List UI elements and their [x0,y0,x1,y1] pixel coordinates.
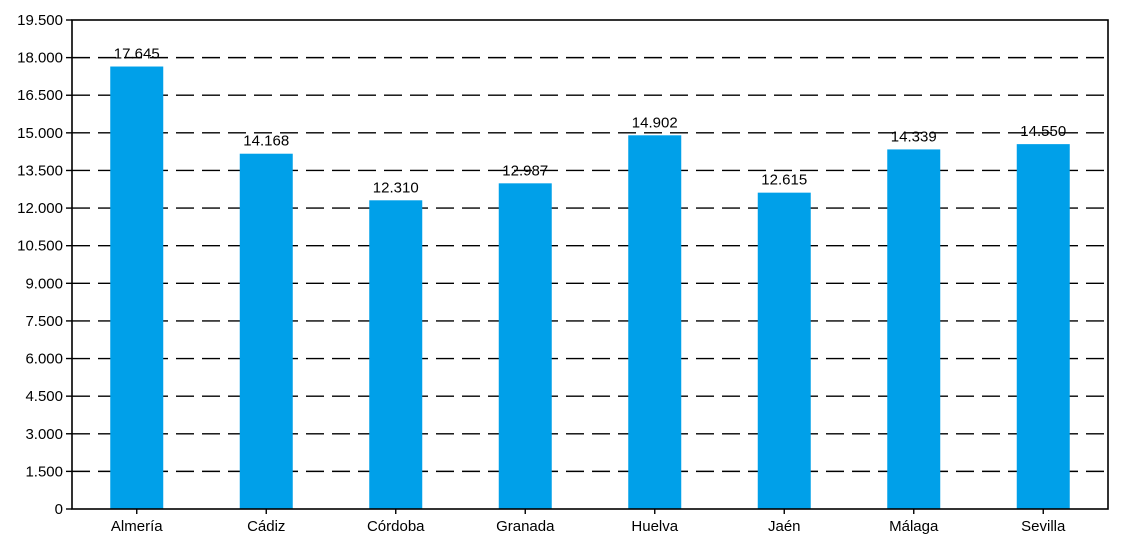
y-tick-label: 0 [55,501,63,518]
y-tick-label: 6.000 [25,351,63,368]
bar [239,153,293,510]
bar-value-label: 12.615 [761,172,807,189]
x-category-label: Jaén [768,518,801,535]
y-tick-label: 16.500 [17,87,63,104]
y-tick-label: 3.000 [25,426,63,443]
bar-value-label: 14.550 [1020,123,1066,140]
y-tick-label: 13.500 [17,162,63,179]
bar-value-label: 14.902 [632,114,678,131]
x-category-label: Granada [496,518,555,535]
bar [1016,144,1070,509]
x-category-label: Málaga [889,518,939,535]
x-category-label: Almería [111,518,163,535]
bars [110,66,1070,510]
y-tick-label: 10.500 [17,238,63,255]
y-tick-label: 18.000 [17,50,63,67]
y-tick-label: 4.500 [25,388,63,405]
y-tick-label: 1.500 [25,463,63,480]
labels: 0 1.500 3.000 4.500 6.000 7.500 9.000 10.500 12.… [17,12,1066,535]
x-category-label: Sevilla [1021,518,1066,535]
bar [369,200,423,509]
y-tick-label: 12.000 [17,200,63,217]
x-category-label: Huelva [631,518,678,535]
bar-value-label: 12.987 [502,162,548,179]
bar [628,135,682,509]
axes [66,19,1109,514]
y-tick-label: 15.000 [17,125,63,142]
bar [887,149,941,509]
bar-value-label: 14.339 [891,128,937,145]
bar [110,66,164,509]
bar [498,183,552,510]
y-tick-label: 19.500 [17,12,63,29]
grid-lines [72,56,1108,473]
x-category-label: Cádiz [247,518,285,535]
x-category-label: Córdoba [367,518,425,535]
plot-frame [71,19,1109,510]
bar-value-label: 17.645 [114,46,160,63]
bar-value-label: 14.168 [243,133,289,150]
y-tick-label: 9.000 [25,275,63,292]
bar [757,192,811,510]
bar-value-label: 12.310 [373,179,419,196]
y-tick-label: 7.500 [25,313,63,330]
